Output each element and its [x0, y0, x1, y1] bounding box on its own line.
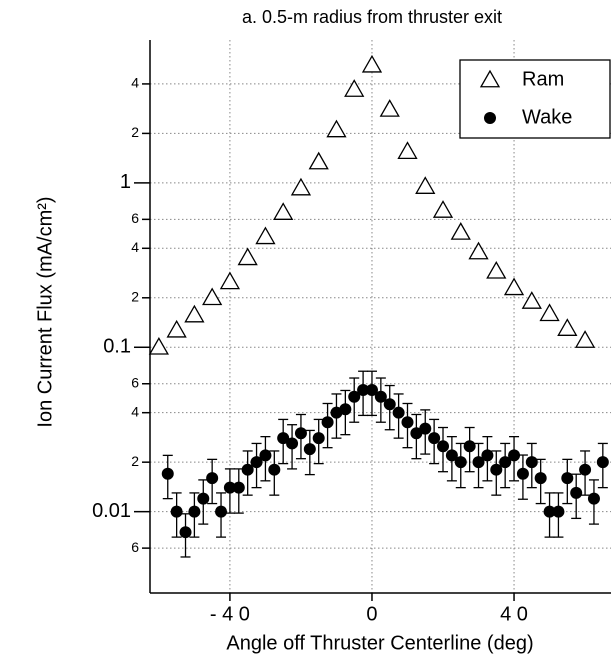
y-tick-label: 4 — [131, 239, 139, 255]
point — [197, 492, 210, 505]
legend-marker — [484, 112, 496, 124]
chart-title: a. 0.5-m radius from thruster exit — [242, 7, 502, 27]
point — [188, 505, 201, 518]
point — [552, 505, 565, 518]
point — [401, 416, 414, 429]
point — [472, 456, 485, 469]
point — [596, 456, 609, 469]
y-axis-label: Ion Current Flux (mA/cm²) — [34, 196, 56, 427]
point — [321, 416, 334, 429]
point — [454, 456, 467, 469]
point — [202, 287, 223, 306]
point — [521, 291, 542, 309]
point — [539, 303, 560, 322]
point — [255, 226, 276, 245]
point — [374, 390, 387, 403]
point — [219, 271, 241, 290]
point — [339, 403, 352, 416]
y-tick-label: 4 — [131, 403, 139, 419]
point — [490, 463, 503, 476]
point — [273, 202, 294, 220]
point — [250, 456, 263, 469]
point — [557, 318, 578, 336]
point — [428, 432, 441, 445]
point — [516, 467, 529, 480]
point — [170, 505, 183, 518]
point — [348, 390, 361, 403]
point — [232, 481, 245, 494]
point — [508, 449, 521, 462]
point — [432, 200, 454, 218]
point — [179, 526, 192, 539]
point — [574, 330, 596, 348]
y-tick-label: 1 — [120, 171, 131, 193]
point — [503, 277, 525, 296]
point — [437, 440, 450, 453]
point — [268, 463, 281, 476]
point — [206, 472, 219, 485]
x-axis-label: Angle off Thruster Centerline (deg) — [226, 632, 533, 654]
point — [344, 79, 365, 97]
point — [184, 304, 205, 323]
x-tick-label: 0 — [366, 603, 377, 625]
point — [223, 481, 236, 494]
legend-label: Wake — [522, 106, 572, 128]
y-tick-label: 6 — [131, 210, 139, 226]
y-tick-label: 2 — [131, 124, 139, 140]
point — [294, 427, 307, 440]
y-tick-label: 0.1 — [103, 336, 131, 358]
point — [161, 467, 174, 480]
y-tick-label: 0.01 — [92, 500, 131, 522]
y-tick-label: 2 — [131, 288, 139, 304]
point — [166, 319, 187, 338]
point — [419, 422, 432, 435]
point — [570, 486, 583, 499]
point — [361, 54, 383, 73]
point — [587, 492, 600, 505]
point — [450, 222, 471, 240]
point — [410, 427, 423, 440]
point — [312, 432, 325, 445]
point — [365, 383, 378, 396]
point — [290, 177, 312, 196]
point — [383, 398, 396, 411]
point — [357, 383, 370, 396]
point — [543, 505, 556, 518]
point — [326, 119, 347, 138]
legend-label: Ram — [522, 68, 564, 90]
point — [259, 449, 272, 462]
point — [277, 432, 290, 445]
y-tick-label: 6 — [131, 539, 139, 555]
point — [486, 260, 507, 279]
point — [561, 472, 574, 485]
legend-marker — [479, 69, 501, 88]
point — [241, 463, 254, 476]
y-tick-label: 6 — [131, 374, 139, 390]
x-tick-label: - 4 0 — [210, 603, 250, 625]
point — [148, 336, 169, 355]
point — [286, 437, 299, 450]
point — [397, 141, 418, 160]
point — [308, 151, 329, 170]
point — [481, 449, 494, 462]
point — [468, 241, 489, 260]
point — [303, 443, 316, 456]
point — [534, 472, 547, 485]
legend-box — [459, 59, 611, 139]
point — [445, 449, 458, 462]
point — [379, 99, 400, 117]
x-tick-label: 4 0 — [500, 603, 528, 625]
point — [415, 176, 436, 194]
point — [215, 505, 228, 518]
point — [463, 440, 476, 453]
point — [392, 406, 405, 419]
point — [237, 247, 258, 266]
point — [525, 456, 538, 469]
y-tick-label: 4 — [131, 75, 139, 91]
point — [579, 463, 592, 476]
point — [499, 456, 512, 469]
y-tick-label: 2 — [131, 453, 139, 469]
